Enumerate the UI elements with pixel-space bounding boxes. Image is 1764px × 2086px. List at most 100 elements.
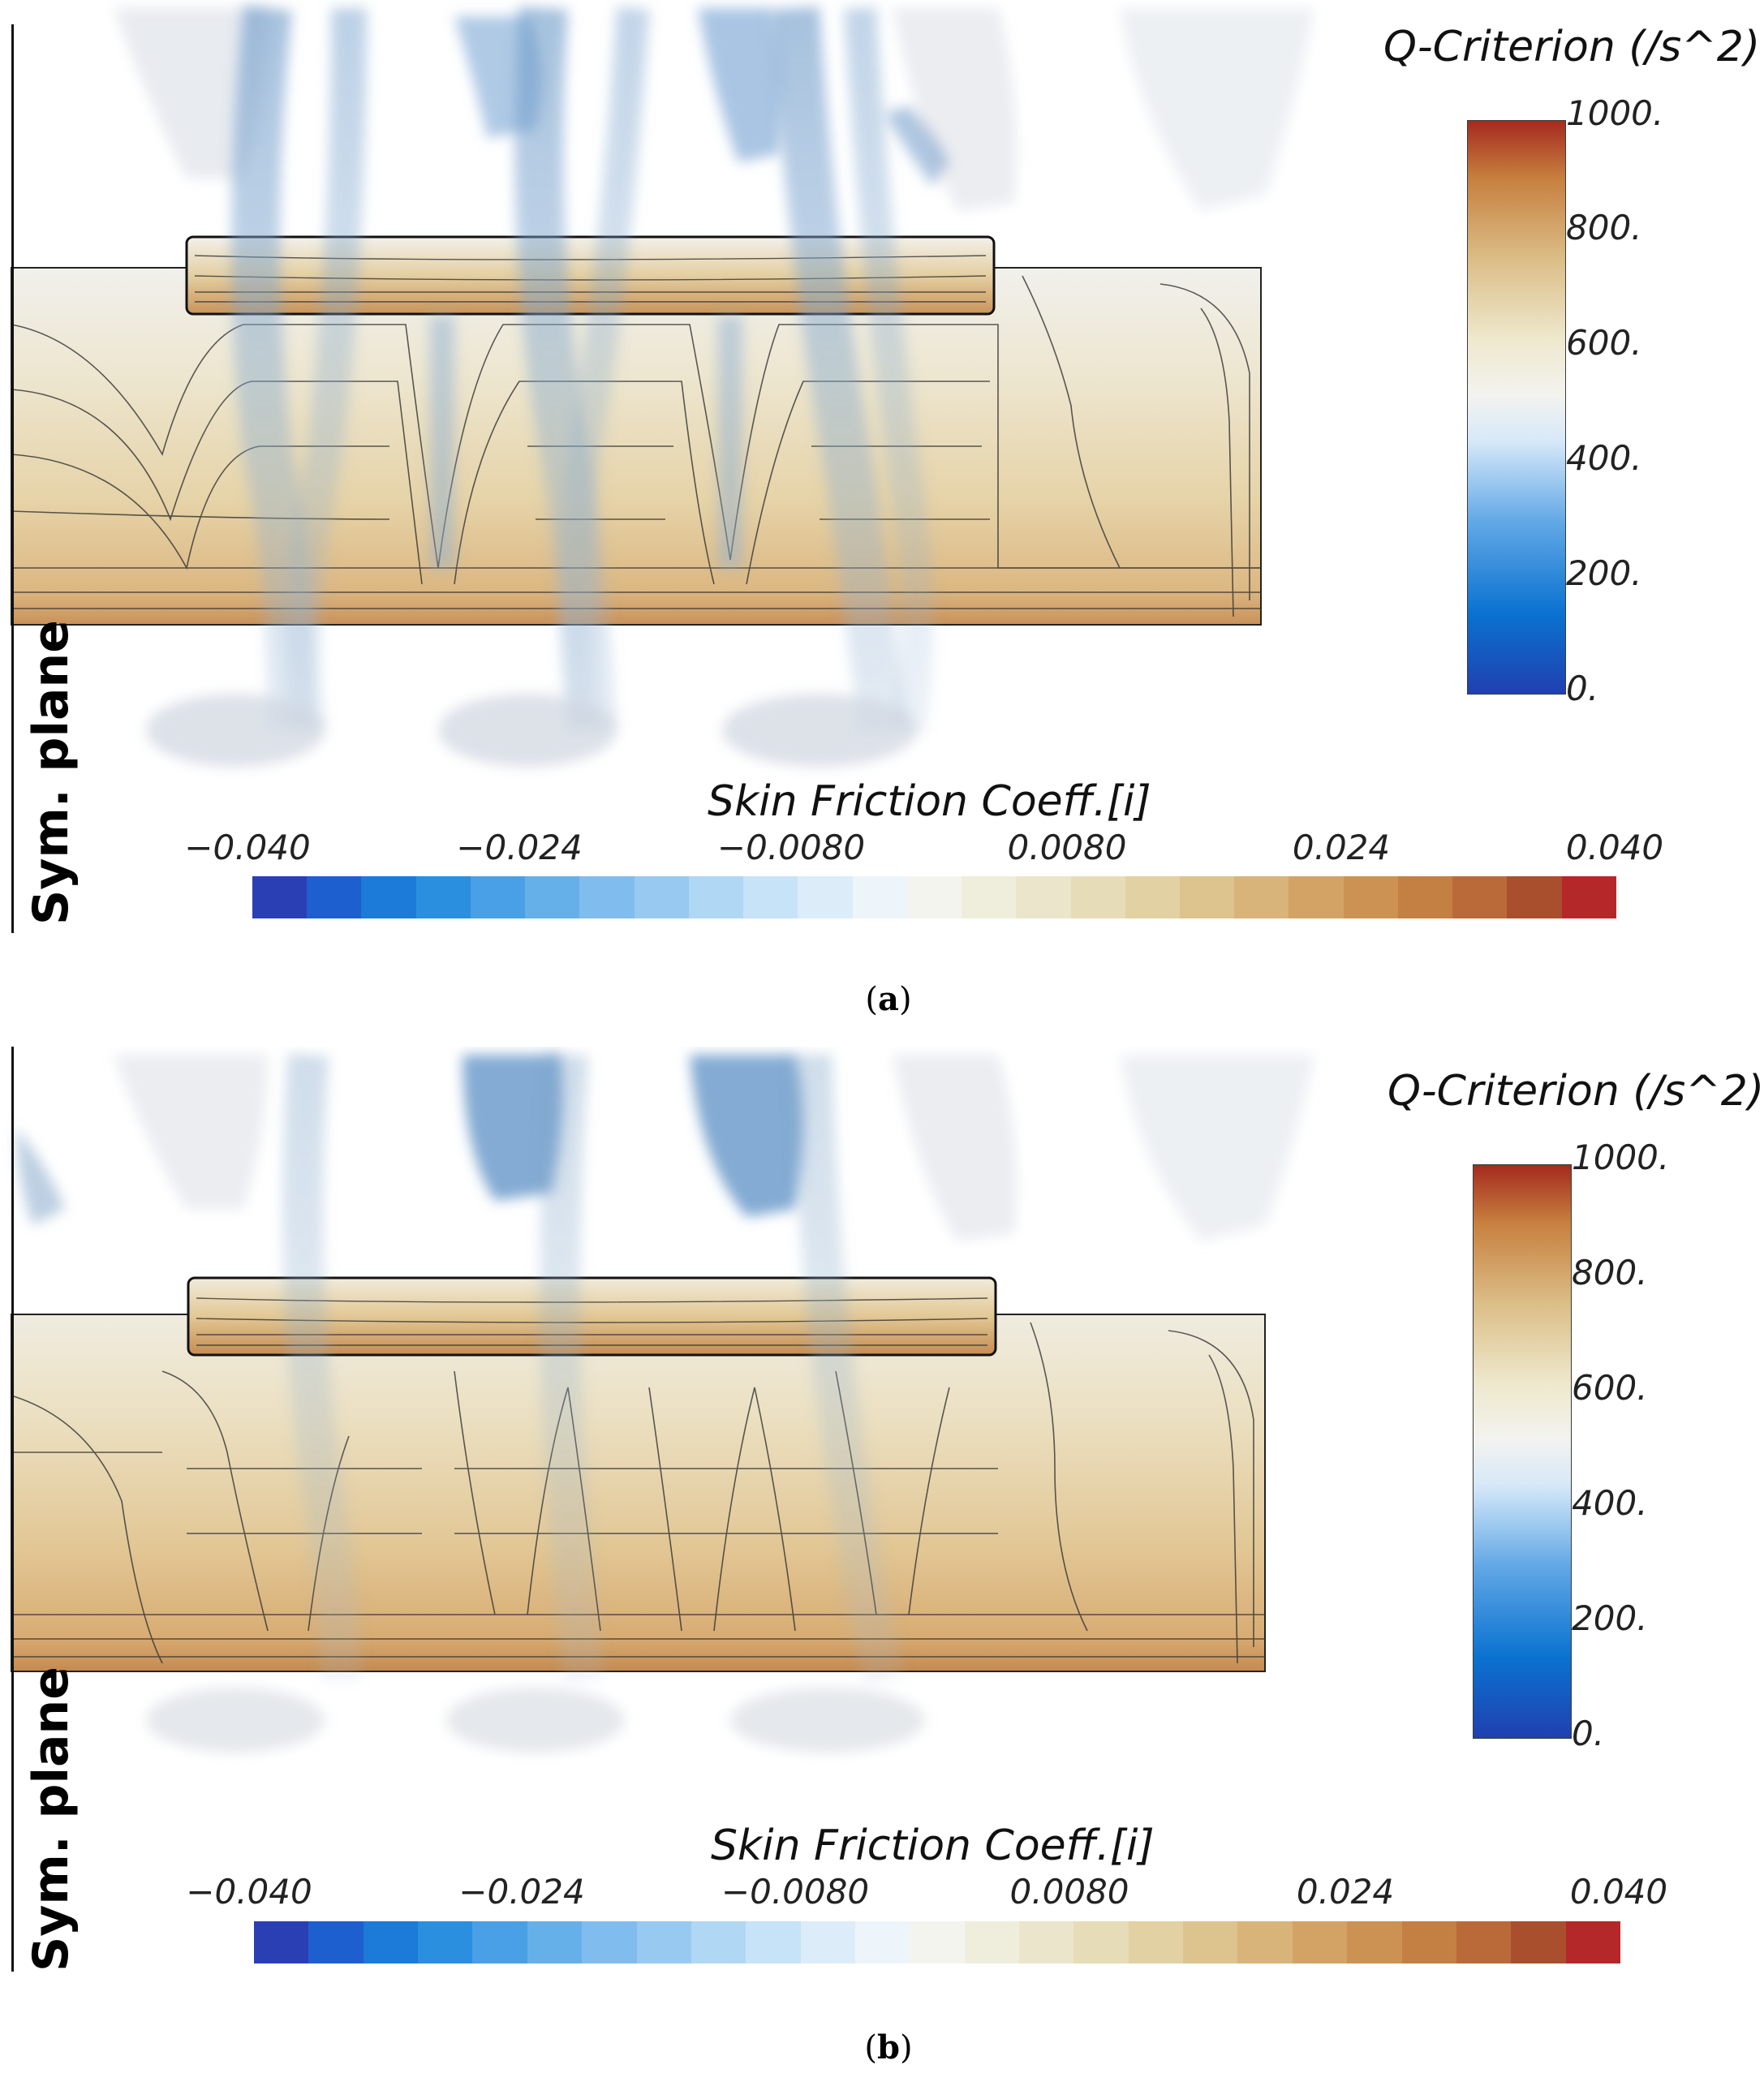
colorbar-step-2 xyxy=(307,876,362,918)
sf-tick-1: −0.040 xyxy=(184,828,311,867)
colorbar-step-15 xyxy=(1016,876,1071,918)
skin-friction-colorbar xyxy=(254,1921,1620,1963)
colorbar-step-24 xyxy=(1507,876,1562,918)
colorbar-step-22 xyxy=(1401,1921,1456,1963)
colorbar-step-3 xyxy=(363,1921,419,1963)
colorbar-step-1 xyxy=(252,876,308,918)
vortex-shapes-upper xyxy=(114,8,1314,211)
sf-tick-6: 0.040 xyxy=(1565,828,1664,867)
colorbar-step-13 xyxy=(906,876,962,918)
colorbar-step-24 xyxy=(1511,1921,1566,1963)
colorbar-step-5 xyxy=(470,876,526,918)
flow-visualization-b xyxy=(11,1053,1314,1753)
colorbar-step-14 xyxy=(964,1921,1020,1963)
colorbar-step-14 xyxy=(962,876,1017,918)
q-tick-400: 400. xyxy=(1572,1483,1648,1523)
colorbar-step-10 xyxy=(743,876,798,918)
symmetry-plane-line xyxy=(11,24,14,933)
vortex-tubes-a xyxy=(231,5,933,734)
colorbar-step-15 xyxy=(1019,1921,1074,1963)
panel-a: Sym. plane Q-Criterion (/s^2) 1000. 800.… xyxy=(11,5,1761,1018)
vortex-tubes-b xyxy=(282,1053,905,1685)
colorbar-step-21 xyxy=(1343,876,1398,918)
colorbar-step-3 xyxy=(361,876,416,918)
panel-b: Sym. plane Q-Criterion (/s^2) 1000. 800.… xyxy=(0,1047,1764,2086)
q-tick-800: 800. xyxy=(1572,1253,1648,1292)
q-criterion-colorbar xyxy=(1473,1164,1572,1739)
q-tick-800: 800. xyxy=(1566,208,1642,247)
colorbar-step-11 xyxy=(798,876,853,918)
colorbar-step-1 xyxy=(254,1921,309,1963)
colorbar-step-16 xyxy=(1073,1921,1129,1963)
sym-plane-label: Sym. plane xyxy=(23,620,80,925)
colorbar-step-11 xyxy=(800,1921,855,1963)
skin-friction-title: Skin Friction Coeff.[i] xyxy=(708,777,1151,826)
skin-friction-colorbar xyxy=(252,876,1616,918)
flow-visualization-a xyxy=(11,5,1314,767)
sf-tick-3: −0.0080 xyxy=(716,828,866,867)
sf-tick-6: 0.040 xyxy=(1569,1872,1668,1912)
colorbar-step-25 xyxy=(1565,1921,1620,1963)
colorbar-step-20 xyxy=(1289,876,1344,918)
upper-strip-b xyxy=(187,1276,997,1357)
wall-surface-b xyxy=(11,1314,1266,1672)
colorbar-step-4 xyxy=(415,876,471,918)
q-criterion-title: Q-Criterion (/s^2) xyxy=(1388,1067,1764,1116)
sf-tick-1: −0.040 xyxy=(186,1872,312,1912)
symmetry-plane-line xyxy=(11,1047,14,1972)
colorbar-step-17 xyxy=(1128,1921,1184,1963)
q-tick-200: 200. xyxy=(1566,553,1642,593)
q-criterion-title: Q-Criterion (/s^2) xyxy=(1383,23,1761,71)
vortex-clusters-lower xyxy=(146,694,917,767)
q-tick-600: 600. xyxy=(1572,1368,1648,1408)
sf-tick-3: −0.0080 xyxy=(721,1872,870,1912)
caption-b: (b) xyxy=(864,2028,913,2067)
colorbar-step-18 xyxy=(1179,876,1235,918)
colorbar-step-20 xyxy=(1292,1921,1348,1963)
sf-tick-5: 0.024 xyxy=(1292,828,1391,867)
vortex-shapes-upper xyxy=(16,1055,1314,1241)
colorbar-step-9 xyxy=(688,876,744,918)
colorbar-step-12 xyxy=(852,876,907,918)
q-tick-400: 400. xyxy=(1566,438,1642,478)
colorbar-step-2 xyxy=(308,1921,364,1963)
colorbar-step-18 xyxy=(1183,1921,1238,1963)
colorbar-step-8 xyxy=(636,1921,691,1963)
colorbar-step-6 xyxy=(525,876,580,918)
colorbar-step-7 xyxy=(582,1921,637,1963)
sf-tick-5: 0.024 xyxy=(1296,1872,1395,1912)
colorbar-step-13 xyxy=(910,1921,965,1963)
colorbar-step-7 xyxy=(579,876,635,918)
sym-plane-label: Sym. plane xyxy=(23,1667,80,1972)
colorbar-step-17 xyxy=(1125,876,1180,918)
colorbar-step-12 xyxy=(854,1921,910,1963)
colorbar-step-22 xyxy=(1397,876,1453,918)
colorbar-step-21 xyxy=(1347,1921,1402,1963)
colorbar-step-9 xyxy=(691,1921,746,1963)
colorbar-step-8 xyxy=(634,876,689,918)
q-tick-600: 600. xyxy=(1566,323,1642,363)
q-tick-1000: 1000. xyxy=(1566,93,1664,133)
q-tick-0: 0. xyxy=(1566,669,1599,708)
colorbar-step-19 xyxy=(1237,1921,1293,1963)
sf-tick-2: −0.024 xyxy=(458,1872,585,1912)
vortex-clusters-lower xyxy=(146,1688,925,1753)
colorbar-step-10 xyxy=(746,1921,801,1963)
colorbar-step-6 xyxy=(527,1921,583,1963)
sf-tick-2: −0.024 xyxy=(456,828,583,867)
colorbar-step-19 xyxy=(1234,876,1289,918)
skin-friction-title: Skin Friction Coeff.[i] xyxy=(711,1821,1155,1870)
q-tick-200: 200. xyxy=(1572,1598,1648,1638)
q-criterion-colorbar xyxy=(1467,120,1566,695)
colorbar-step-5 xyxy=(472,1921,527,1963)
sf-tick-4: 0.0080 xyxy=(1009,1872,1129,1912)
caption-a: (a) xyxy=(865,980,912,1018)
q-tick-1000: 1000. xyxy=(1572,1138,1670,1177)
sf-tick-4: 0.0080 xyxy=(1007,828,1127,867)
colorbar-step-25 xyxy=(1561,876,1616,918)
colorbar-step-16 xyxy=(1070,876,1125,918)
colorbar-step-23 xyxy=(1456,1921,1512,1963)
colorbar-step-4 xyxy=(418,1921,473,1963)
colorbar-step-23 xyxy=(1452,876,1508,918)
q-tick-0: 0. xyxy=(1572,1714,1605,1753)
